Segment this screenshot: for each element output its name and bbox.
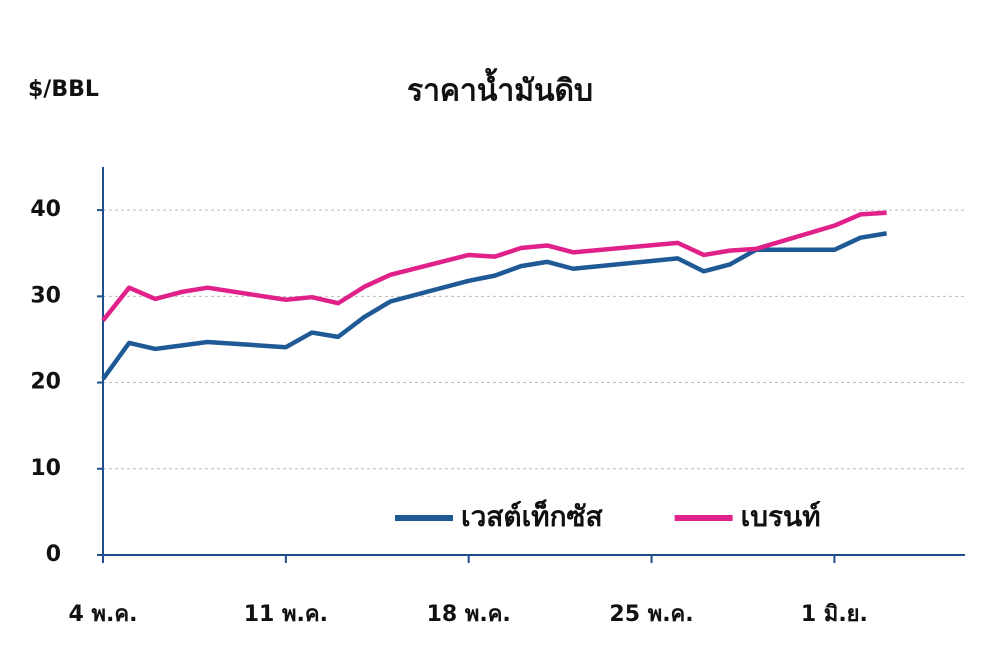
legend-label: เวสต์เท็กซัส bbox=[461, 499, 604, 533]
y-tick-label: 0 bbox=[46, 542, 61, 567]
y-tick-label: 10 bbox=[30, 456, 61, 481]
legend-label: เบรนท์ bbox=[741, 500, 821, 533]
x-tick-label: 25 พ.ค. bbox=[609, 602, 693, 627]
y-tick-label: 40 bbox=[30, 197, 61, 222]
x-tick-label: 1 มิ.ย. bbox=[801, 602, 868, 627]
x-tick-label: 18 พ.ค. bbox=[427, 602, 511, 627]
chart-title: ราคาน้ำมันดิบ bbox=[407, 68, 593, 109]
series-line bbox=[101, 210, 887, 322]
y-tick-label: 20 bbox=[30, 370, 61, 395]
x-tick-label: 11 พ.ค. bbox=[244, 602, 328, 627]
x-tick-label: 4 พ.ค. bbox=[69, 602, 138, 627]
y-axis-label: $/BBL bbox=[28, 77, 99, 102]
series-line bbox=[101, 231, 888, 381]
y-tick-label: 30 bbox=[30, 283, 61, 308]
